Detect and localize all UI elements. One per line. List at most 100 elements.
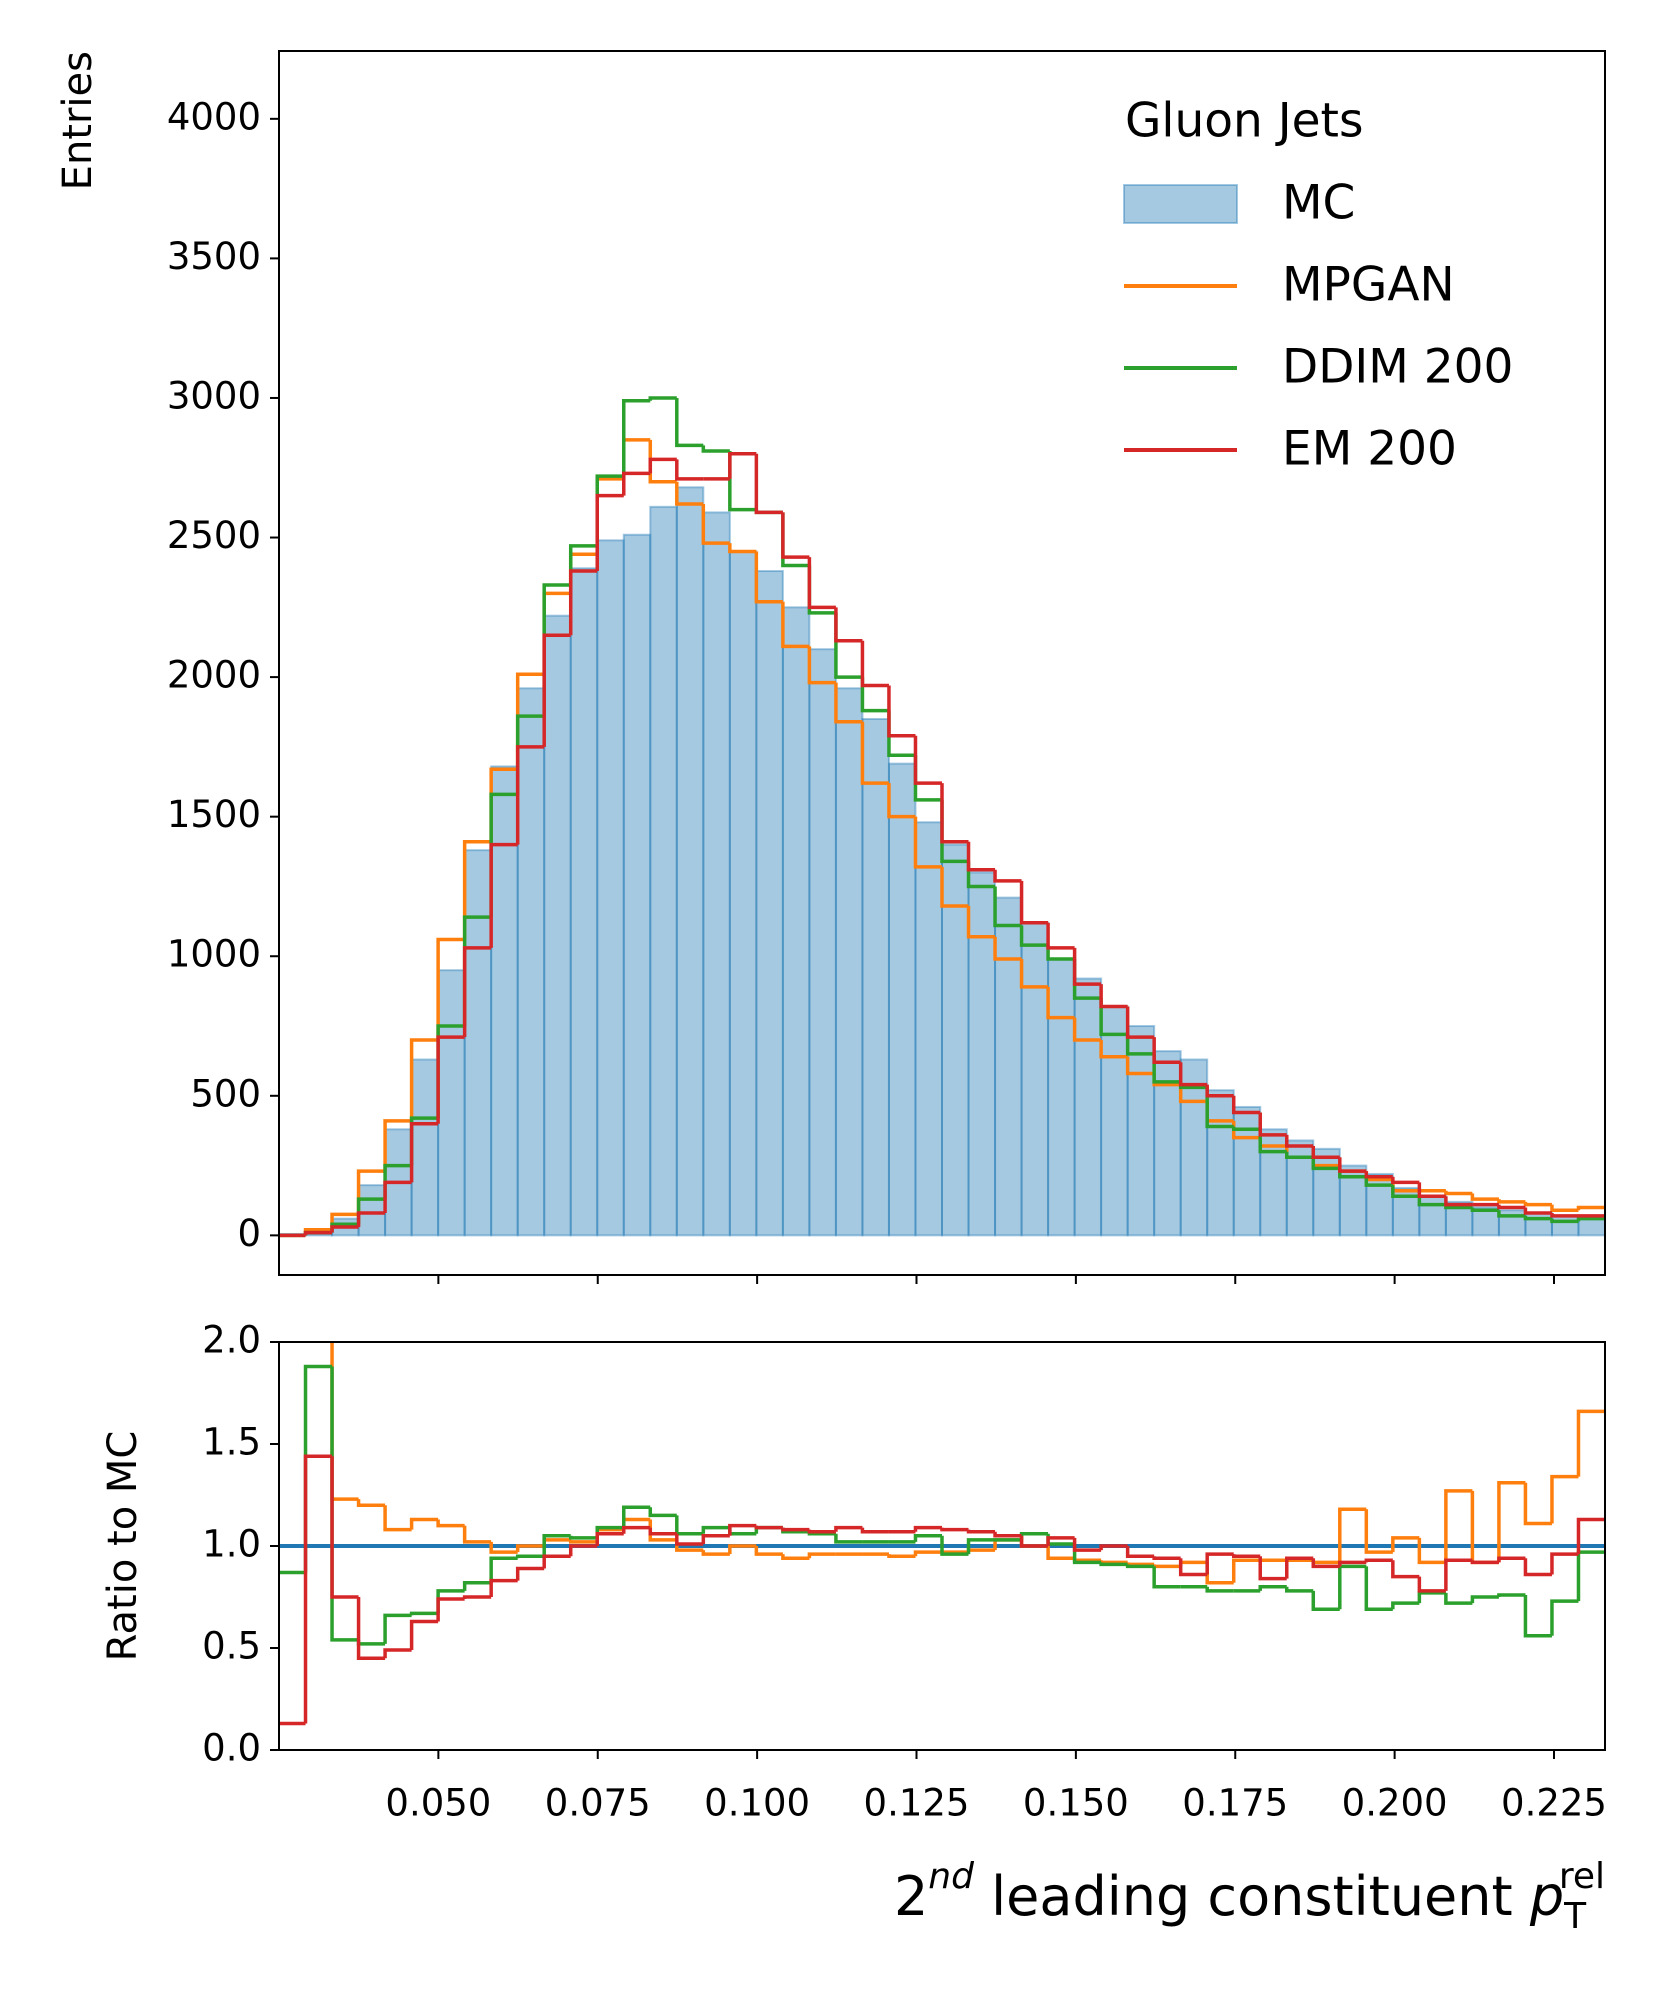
hist-step	[622, 399, 651, 477]
ratio-step	[781, 1527, 810, 1532]
ratio-step	[383, 1505, 412, 1532]
axes-frame	[278, 50, 1606, 1276]
ratio-step	[966, 1538, 996, 1555]
hist-bar	[1577, 1217, 1605, 1237]
ratio-step	[1497, 1593, 1526, 1597]
hist-bar	[596, 539, 625, 1237]
ratio-step	[1470, 1595, 1499, 1604]
x-tick-label: 0.050	[385, 1782, 491, 1825]
hist-step	[489, 842, 518, 948]
hist-step	[675, 481, 704, 506]
hist-step	[1470, 1207, 1499, 1212]
hist-step	[807, 646, 836, 685]
hist-step	[1497, 1204, 1526, 1210]
hist-step	[1019, 959, 1049, 989]
legend-label: EM 200	[1282, 422, 1457, 477]
y-tick-label: 2.0	[202, 1319, 261, 1362]
ratio-step	[993, 1531, 1022, 1538]
ratio-step	[1391, 1601, 1420, 1610]
ratio-step	[940, 1527, 969, 1532]
ratio-step	[1258, 1556, 1287, 1581]
hist-step	[675, 397, 704, 448]
ratio-step	[1046, 1536, 1075, 1546]
y-tick-label: 1000	[167, 933, 261, 976]
ratio-step	[1338, 1507, 1367, 1563]
hist-step	[1364, 1176, 1393, 1187]
y-axis-label: Entries	[55, 51, 101, 190]
hist-bar	[543, 614, 572, 1237]
hist-bar	[1126, 1025, 1156, 1237]
x-label-part: p	[1529, 1865, 1564, 1928]
x-tick-label: 0.225	[1501, 1782, 1607, 1825]
hist-step	[1311, 1157, 1340, 1171]
ratio-step	[409, 1619, 439, 1651]
hist-step	[993, 886, 1022, 928]
y-tick-label: 3500	[167, 235, 261, 278]
hist-step	[1019, 925, 1049, 947]
hist-step	[1523, 1201, 1552, 1207]
ratio-step	[622, 1525, 651, 1534]
hist-bar	[702, 511, 731, 1237]
ratio-step	[1046, 1546, 1075, 1560]
ratio-step	[1099, 1562, 1128, 1567]
hist-step	[595, 493, 624, 572]
hist-step	[1205, 1087, 1234, 1129]
hist-step	[409, 1038, 439, 1121]
ratio-step	[542, 1534, 571, 1557]
ratio-step	[1099, 1544, 1128, 1551]
hist-bar	[1550, 1214, 1580, 1237]
ratio-step	[489, 1578, 518, 1597]
hist-step	[1285, 1134, 1314, 1148]
ratio-step	[1576, 1409, 1605, 1477]
ratio-step	[595, 1527, 624, 1542]
hist-bar	[914, 821, 943, 1237]
hist-bar	[569, 567, 599, 1237]
ratio-step	[1072, 1558, 1102, 1563]
y-tick-label: 1500	[167, 793, 261, 836]
ratio-step	[1523, 1482, 1552, 1526]
hist-step	[1046, 922, 1075, 950]
hist-step	[1550, 1213, 1579, 1218]
ratio-step	[1523, 1594, 1552, 1638]
hist-step	[966, 905, 996, 939]
ratio-step	[1576, 1550, 1605, 1602]
ratio-step	[542, 1554, 571, 1569]
y-tick-label: 0.5	[202, 1625, 261, 1668]
ratio-step	[781, 1554, 810, 1560]
ratio-step	[1231, 1558, 1261, 1583]
hist-step	[966, 841, 996, 872]
hist-step	[1178, 1084, 1208, 1104]
ratio-step	[701, 1534, 730, 1544]
hist-step	[887, 685, 916, 738]
hist-bar	[1471, 1206, 1500, 1237]
ratio-step	[728, 1527, 757, 1536]
x-tick-label: 0.075	[545, 1782, 651, 1825]
hist-step	[754, 551, 783, 604]
ratio-step	[1125, 1546, 1155, 1558]
y-tick-label: 0	[237, 1212, 261, 1255]
hist-step	[834, 612, 863, 679]
hist-step	[436, 937, 465, 1040]
y-tick-label: 2000	[167, 654, 261, 697]
x-label-part: nd	[928, 1856, 975, 1897]
hist-step	[648, 457, 677, 474]
legend-label: MPGAN	[1282, 258, 1455, 313]
hist-step	[1497, 1210, 1526, 1218]
hist-step	[834, 607, 863, 643]
legend-swatch	[1123, 184, 1238, 224]
ratio-step	[330, 1456, 359, 1599]
hist-step	[462, 840, 492, 940]
hist-step	[1152, 1037, 1181, 1065]
hist-step	[1072, 1017, 1102, 1042]
hist-bar	[675, 486, 705, 1237]
ratio-step	[913, 1550, 942, 1557]
hist-step	[409, 1121, 439, 1183]
hist-bar	[1232, 1105, 1262, 1237]
ratio-step	[1125, 1564, 1155, 1569]
ratio-step	[834, 1533, 863, 1544]
ratio-step	[568, 1535, 598, 1540]
ratio-step	[1152, 1566, 1181, 1589]
ratio-step	[356, 1499, 386, 1507]
hist-step	[860, 640, 889, 688]
